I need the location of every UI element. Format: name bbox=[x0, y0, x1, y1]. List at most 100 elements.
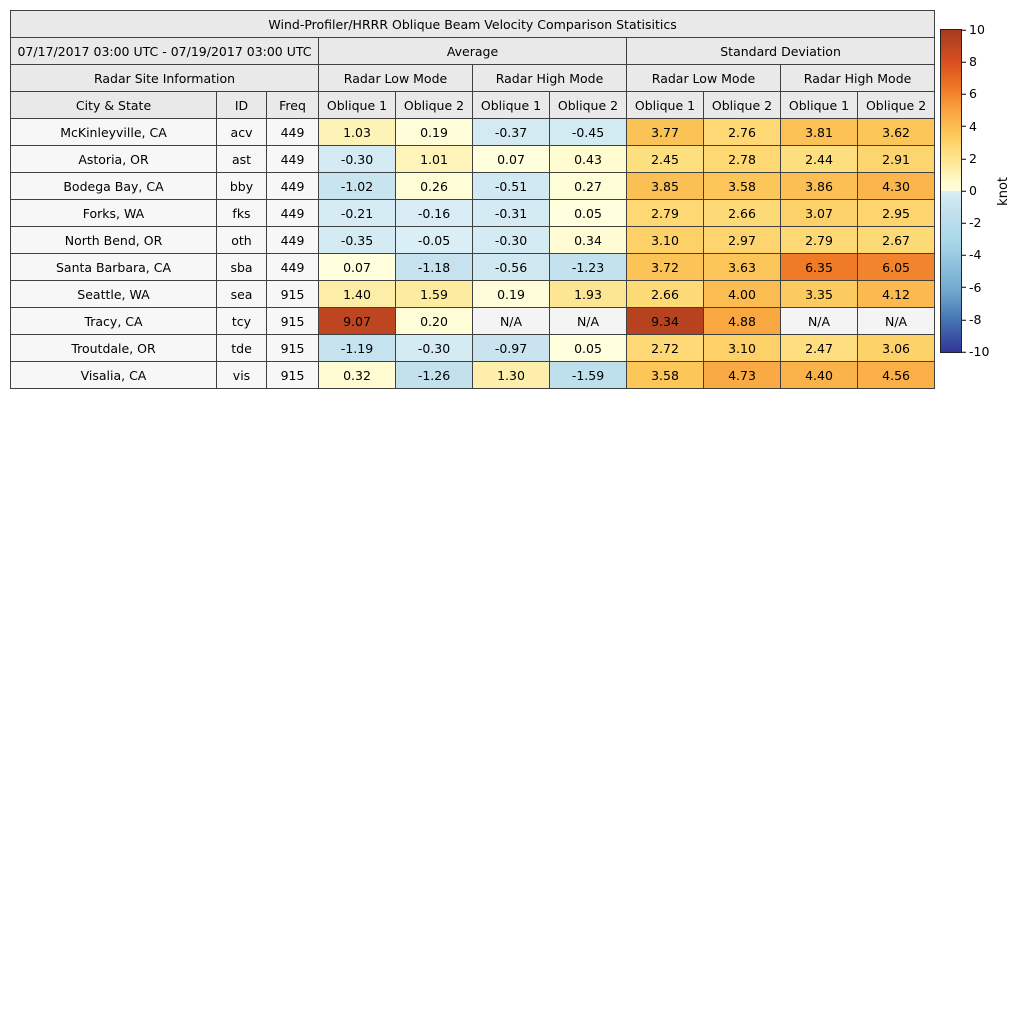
col-avg-high-oblique2: Oblique 2 bbox=[549, 91, 627, 119]
id-cell: tde bbox=[216, 334, 267, 362]
value-cell: 2.45 bbox=[626, 145, 704, 173]
value-cell: -0.97 bbox=[472, 334, 550, 362]
value-cell: 3.72 bbox=[626, 253, 704, 281]
col-avg-low-oblique2: Oblique 2 bbox=[395, 91, 473, 119]
colorbar-tick-mark bbox=[962, 93, 966, 95]
city-cell: North Bend, OR bbox=[10, 226, 217, 254]
id-cell: tcy bbox=[216, 307, 267, 335]
value-cell: 3.77 bbox=[626, 118, 704, 146]
value-cell: -0.21 bbox=[318, 199, 396, 227]
value-cell: 3.07 bbox=[780, 199, 858, 227]
value-cell: -0.31 bbox=[472, 199, 550, 227]
chart-title: Wind-Profiler/HRRR Oblique Beam Velocity… bbox=[9, 10, 936, 38]
colorbar-tick-mark bbox=[962, 190, 966, 192]
col-std-low-oblique1: Oblique 1 bbox=[626, 91, 704, 119]
colorbar-tick-label: -2 bbox=[969, 214, 982, 230]
freq-cell: 449 bbox=[266, 145, 319, 173]
colorbar-axis-label: knot bbox=[994, 30, 1012, 352]
id-cell: bby bbox=[216, 172, 267, 200]
freq-cell: 915 bbox=[266, 361, 319, 389]
colorbar-tick-label: 2 bbox=[969, 150, 977, 166]
value-cell: 2.95 bbox=[856, 199, 936, 227]
value-cell: -0.30 bbox=[472, 226, 550, 254]
table-row: Bodega Bay, CA bby 449 -1.02 0.26 -0.51 0.27 3.… bbox=[10, 172, 936, 200]
colorbar-tick-label: 4 bbox=[969, 118, 977, 134]
id-cell: sba bbox=[216, 253, 267, 281]
value-cell: 1.40 bbox=[318, 280, 396, 308]
value-cell: -1.26 bbox=[395, 361, 473, 389]
value-cell: 0.32 bbox=[318, 361, 396, 389]
city-cell: Santa Barbara, CA bbox=[10, 253, 217, 281]
table-body: McKinleyville, CA acv 449 1.03 0.19 -0.37 -0.4… bbox=[10, 118, 936, 389]
value-cell: 1.01 bbox=[395, 145, 473, 173]
colorbar-ticks: 10 8 6 4 2 0 -2 -4 -6 -8 -10 bbox=[962, 23, 1006, 357]
std-radar-low-mode-header: Radar Low Mode bbox=[626, 64, 781, 92]
value-cell: 1.30 bbox=[472, 361, 550, 389]
value-cell: 2.44 bbox=[780, 145, 858, 173]
value-cell: 0.07 bbox=[472, 145, 550, 173]
col-id: ID bbox=[216, 91, 267, 119]
value-cell: 2.66 bbox=[703, 199, 781, 227]
value-cell: 4.30 bbox=[856, 172, 936, 200]
value-cell: -1.23 bbox=[549, 253, 627, 281]
value-cell: N/A bbox=[780, 307, 858, 335]
freq-cell: 915 bbox=[266, 307, 319, 335]
group-standard-deviation: Standard Deviation bbox=[625, 37, 936, 65]
table-row: North Bend, OR oth 449 -0.35 -0.05 -0.30 0.34 3… bbox=[10, 226, 936, 254]
value-cell: 3.62 bbox=[856, 118, 936, 146]
avg-radar-high-mode-header: Radar High Mode bbox=[472, 64, 627, 92]
city-cell: Tracy, CA bbox=[10, 307, 217, 335]
value-cell: 2.47 bbox=[780, 334, 858, 362]
stats-table: Wind-Profiler/HRRR Oblique Beam Velocity… bbox=[9, 10, 936, 389]
value-cell: -0.30 bbox=[395, 334, 473, 362]
colorbar-tick: -6 bbox=[962, 281, 981, 294]
colorbar-tick-mark bbox=[962, 158, 966, 160]
value-cell: -0.56 bbox=[472, 253, 550, 281]
value-cell: 4.73 bbox=[703, 361, 781, 389]
id-cell: vis bbox=[216, 361, 267, 389]
freq-cell: 915 bbox=[266, 280, 319, 308]
value-cell: 2.91 bbox=[856, 145, 936, 173]
freq-cell: 449 bbox=[266, 226, 319, 254]
value-cell: -1.18 bbox=[395, 253, 473, 281]
value-cell: 3.58 bbox=[703, 172, 781, 200]
colorbar-tick-mark bbox=[962, 222, 966, 224]
colorbar-tick: -10 bbox=[962, 343, 990, 359]
value-cell: 0.19 bbox=[395, 118, 473, 146]
colorbar-tick-mark bbox=[962, 319, 966, 321]
group-average: Average bbox=[318, 37, 627, 65]
value-cell: 3.06 bbox=[856, 334, 936, 362]
value-cell: 2.72 bbox=[626, 334, 704, 362]
value-cell: 4.12 bbox=[856, 280, 936, 308]
value-cell: -0.35 bbox=[318, 226, 396, 254]
value-cell: 4.88 bbox=[703, 307, 781, 335]
value-cell: 0.05 bbox=[549, 199, 627, 227]
value-cell: 4.00 bbox=[703, 280, 781, 308]
value-cell: 4.40 bbox=[780, 361, 858, 389]
id-cell: oth bbox=[216, 226, 267, 254]
value-cell: 1.93 bbox=[549, 280, 627, 308]
col-std-high-oblique2: Oblique 2 bbox=[856, 91, 936, 119]
table-row: Santa Barbara, CA sba 449 0.07 -1.18 -0.56 -1.… bbox=[10, 253, 936, 281]
value-cell: 6.35 bbox=[780, 253, 858, 281]
value-cell: -0.45 bbox=[549, 118, 627, 146]
city-cell: Troutdale, OR bbox=[10, 334, 217, 362]
value-cell: 3.81 bbox=[780, 118, 858, 146]
city-cell: Visalia, CA bbox=[10, 361, 217, 389]
col-std-high-oblique1: Oblique 1 bbox=[780, 91, 858, 119]
value-cell: 3.58 bbox=[626, 361, 704, 389]
city-cell: Forks, WA bbox=[10, 199, 217, 227]
value-cell: 0.19 bbox=[472, 280, 550, 308]
colorbar-tick: -4 bbox=[962, 249, 981, 262]
table-row: Astoria, OR ast 449 -0.30 1.01 0.07 0.43 2.45 2.… bbox=[10, 145, 936, 173]
value-cell: 4.56 bbox=[856, 361, 936, 389]
colorbar-tick-label: -10 bbox=[969, 343, 990, 359]
date-range: 07/17/2017 03:00 UTC - 07/19/2017 03:00 … bbox=[10, 37, 319, 65]
colorbar-tick-mark bbox=[962, 29, 966, 31]
title-row: Wind-Profiler/HRRR Oblique Beam Velocity… bbox=[9, 10, 936, 38]
column-header-row: City & State ID Freq Oblique 1 Oblique 2… bbox=[10, 91, 936, 119]
colorbar-tick-label: -8 bbox=[969, 311, 982, 327]
city-cell: Bodega Bay, CA bbox=[10, 172, 217, 200]
colorbar bbox=[940, 29, 962, 353]
value-cell: 2.79 bbox=[780, 226, 858, 254]
